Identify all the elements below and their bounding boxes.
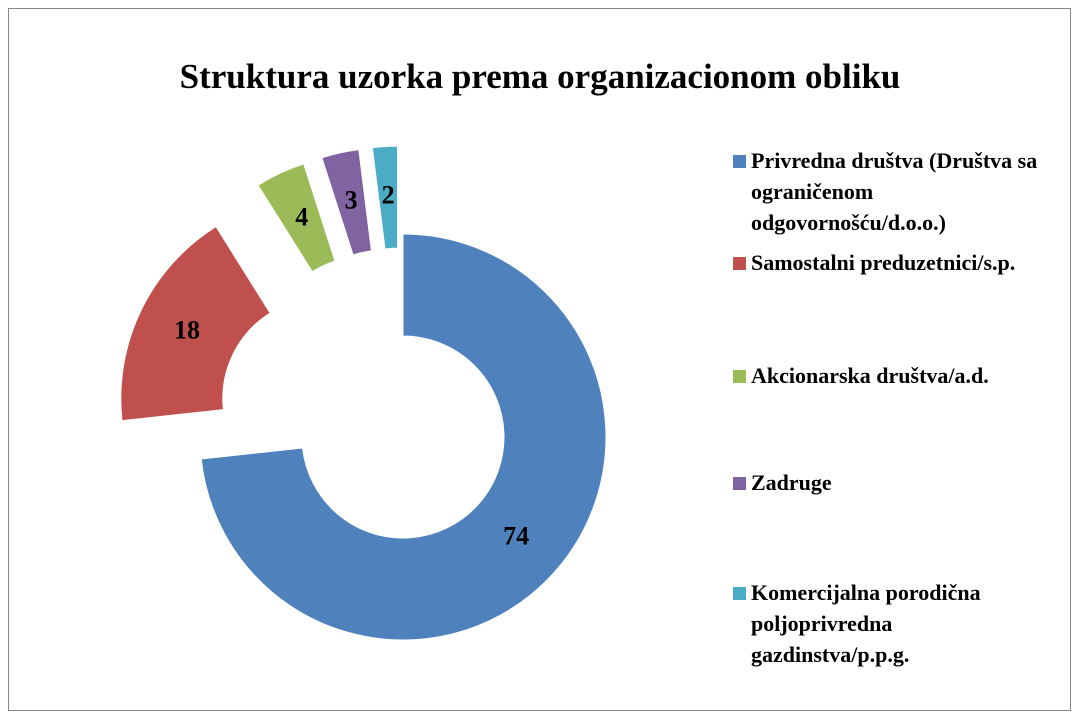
chart-title: Struktura uzorka prema organizacionom ob… [180,57,901,96]
legend-label: Akcionarska društva/a.d. [751,363,989,388]
legend-swatch [733,587,746,600]
doughnut-slice [321,149,373,256]
doughnut-slice [371,145,399,250]
legend-item: Privredna društva (Društva sa ograničeno… [733,145,1043,238]
legend-label: Samostalni preduzetnici/s.p. [751,250,1016,275]
doughnut-slice [120,225,271,422]
data-label: 18 [174,315,200,344]
legend-label: Privredna društva (Društva sa ograničeno… [751,148,1038,235]
legend-swatch [733,477,746,490]
legend-label: Komercijalna porodična poljoprivredna ga… [751,580,981,667]
legend-swatch [733,155,746,168]
chart-frame [8,8,1071,711]
legend-label: Zadruge [751,470,832,495]
data-label: 4 [295,202,308,231]
legend-swatch [733,257,746,270]
legend-item: Akcionarska društva/a.d. [733,360,1043,391]
legend-item: Komercijalna porodična poljoprivredna ga… [733,577,1043,670]
legend-item: Zadruge [733,467,1043,498]
data-label: 74 [503,521,529,550]
legend-item: Samostalni preduzetnici/s.p. [733,247,1043,278]
doughnut-slice [257,163,336,273]
doughnut-slice [200,233,607,641]
legend-swatch [733,370,746,383]
data-label: 3 [345,186,358,215]
data-label: 2 [382,180,395,209]
